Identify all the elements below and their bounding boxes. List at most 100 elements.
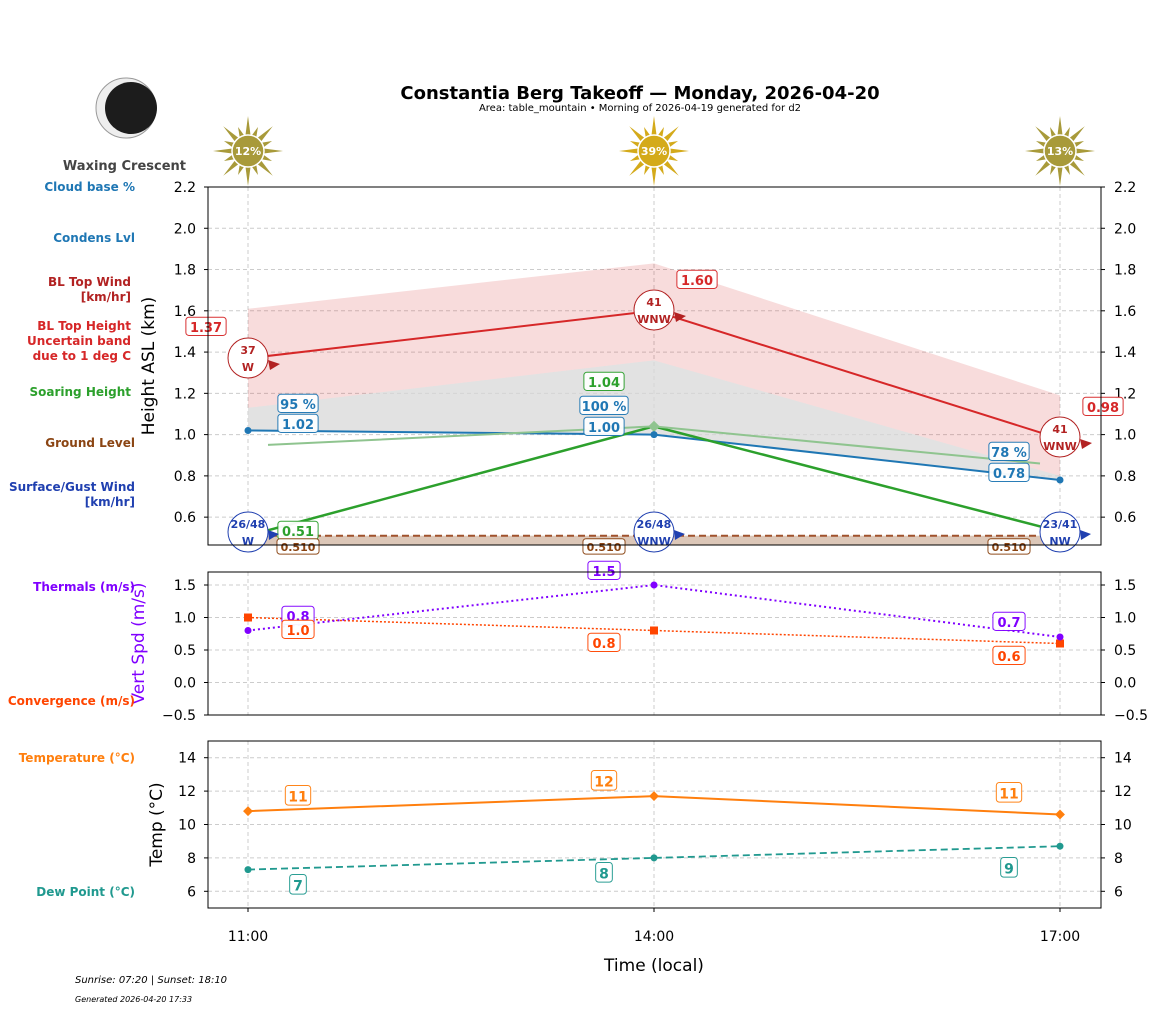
ground-label-box <box>582 538 626 555</box>
sun-ray <box>1025 148 1046 154</box>
condens-label: 1.02 <box>282 418 314 433</box>
thermals-marker <box>244 627 252 634</box>
convergence-marker <box>650 626 658 635</box>
dew-point-label: 9 <box>1004 861 1014 877</box>
label-surface-wind: Surface/Gust Wind [km/hr] <box>9 480 135 509</box>
sun-disc <box>231 134 265 168</box>
surface-wind-dir: W <box>242 535 254 548</box>
dew-point-label-box <box>289 874 307 895</box>
surface-wind-circle <box>227 511 269 553</box>
y-tick-label: 10 <box>178 818 196 834</box>
cloud-base-pct-label-box <box>988 441 1030 461</box>
temperature-label-box <box>590 770 618 791</box>
bl-top-label-box <box>185 316 227 336</box>
surface-wind-circle <box>633 511 675 553</box>
y-tick-label: 14 <box>178 751 196 767</box>
sun-ray <box>1074 148 1095 154</box>
thermals-marker <box>1056 633 1064 641</box>
condens-marker <box>244 426 252 434</box>
sun-ray <box>1057 165 1063 186</box>
temperature-label: 11 <box>999 786 1018 802</box>
thermals-marker <box>650 581 658 589</box>
plot-frame <box>207 740 1102 909</box>
moon-phase-label: Waxing Crescent <box>62 159 186 174</box>
thermals-line <box>247 583 1061 638</box>
sun-icon: 39% <box>619 116 689 186</box>
sun-ray <box>662 126 679 143</box>
temperature-label: 12 <box>594 774 613 790</box>
ground-label: 0.510 <box>587 541 622 554</box>
ground-label: 0.510 <box>281 541 316 554</box>
cloud-base-pct-label: 100 % <box>582 400 627 415</box>
y-tick-label: 1.2 <box>174 386 196 402</box>
bl-wind-circle <box>1039 416 1081 458</box>
y-tick-label: 0.5 <box>174 643 196 659</box>
condens-marker <box>1056 476 1064 484</box>
surface-wind-speed: 26/48 <box>637 518 672 531</box>
y-tick-label-right: −0.5 <box>1114 708 1148 724</box>
y-axis-label: Vert Spd (m/s) <box>129 582 149 704</box>
convergence-line <box>247 616 1061 645</box>
cloud-base-pct-label: 95 % <box>280 398 316 413</box>
surface-wind-circle <box>1039 511 1081 553</box>
y-tick-label-right: 0.8 <box>1114 469 1136 485</box>
y-tick-label-right: 1.0 <box>1114 428 1136 444</box>
plot-frame <box>207 571 1102 716</box>
bl-wind-arrow-icon <box>268 360 280 370</box>
condens-label-box <box>988 462 1030 482</box>
y-axis-label: Temp (°C) <box>147 782 167 867</box>
sun-ray <box>668 148 689 154</box>
y-tick-label-right: 0.6 <box>1114 510 1136 526</box>
y-tick-label: 0.8 <box>174 469 196 485</box>
y-tick-label: 2.2 <box>174 180 196 196</box>
sun-ray <box>262 148 283 154</box>
sun-percent: 13% <box>1047 145 1073 158</box>
bl-top-label: 1.37 <box>190 321 222 336</box>
y-tick-label-right: 8 <box>1114 851 1123 867</box>
label-thermals: Thermals (m/s) <box>33 580 135 594</box>
surface-wind-dir: WNW <box>637 535 670 548</box>
y-tick-label-right: 6 <box>1114 884 1123 900</box>
y-tick-label: 1.0 <box>174 428 196 444</box>
y-tick-label-right: 1.0 <box>1114 611 1136 627</box>
surface-wind-arrow-icon <box>674 530 685 540</box>
sun-ray <box>662 159 679 176</box>
soaring-label: 0.51 <box>282 525 314 540</box>
sun-ray <box>651 165 657 186</box>
y-tick-label-right: 1.5 <box>1114 578 1136 594</box>
y-tick-label-right: 0.0 <box>1114 676 1136 692</box>
bl-wind-dir: W <box>242 361 254 374</box>
label-ground: Ground Level <box>45 436 135 450</box>
sun-ray <box>223 126 240 143</box>
bl-top-label: 1.60 <box>681 274 713 289</box>
convergence-marker <box>1056 639 1064 648</box>
ground-label-box <box>276 538 320 555</box>
x-tick-label: 17:00 <box>1040 929 1080 945</box>
label-dew: Dew Point (°C) <box>36 885 135 899</box>
y-tick-label-right: 1.8 <box>1114 263 1136 279</box>
surface-wind-speed: 23/41 <box>1043 518 1078 531</box>
bl-top-label: 0.98 <box>1087 401 1119 416</box>
bl-wind-circle <box>227 337 269 379</box>
label-bl-wind: BL Top Wind [km/hr] <box>47 275 131 304</box>
ground-label-box <box>987 538 1031 555</box>
dew-point-marker <box>650 854 658 862</box>
bl-wind-dir: WNW <box>637 313 670 326</box>
label-convergence: Convergence (m/s) <box>7 694 135 708</box>
y-tick-label: 6 <box>187 884 196 900</box>
generated-time: Generated 2026-04-20 17:33 <box>75 995 193 1004</box>
dew-point-marker <box>1056 842 1064 850</box>
sun-ray <box>1035 126 1052 143</box>
surface-wind-speed: 26/48 <box>231 518 266 531</box>
y-tick-label: 0.6 <box>174 510 196 526</box>
sun-icon: 12% <box>213 116 283 186</box>
temperature-label: 11 <box>288 789 307 805</box>
sun-disc <box>637 134 671 168</box>
y-tick-label-right: 2.0 <box>1114 221 1136 237</box>
label-cloud-base: Cloud base % <box>44 180 135 194</box>
bl-wind-speed: 41 <box>1052 423 1067 436</box>
sun-ray <box>1068 126 1085 143</box>
sun-ray <box>245 116 251 137</box>
x-tick-label: 11:00 <box>228 929 268 945</box>
